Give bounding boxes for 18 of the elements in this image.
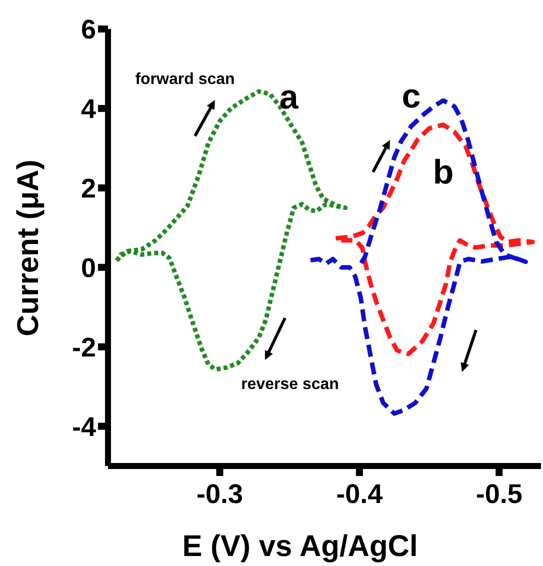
y-tick-label: -2 [72,332,96,362]
y-tick-label: 6 [80,14,96,45]
series-label: b [432,154,454,192]
annotation: reverse scan [241,376,339,393]
annotation: forward scan [135,71,235,88]
x-tick-label: -0.3 [196,479,244,510]
y-tick-label: -4 [72,412,96,442]
x-tick-label: -0.4 [336,479,383,510]
line-series [333,122,535,356]
x-axis-title: E (V) vs Ag/AgCl [182,530,418,563]
line-series [114,89,348,372]
series-label: c [402,77,421,116]
y-tick-label: 2 [80,173,96,204]
x-tick-label: -0.5 [476,479,522,510]
y-axis-title: Current (μA) [12,160,45,336]
y-tick-label: 0 [80,252,96,283]
y-tick-label: 4 [80,94,96,124]
series-label: a [279,78,300,116]
